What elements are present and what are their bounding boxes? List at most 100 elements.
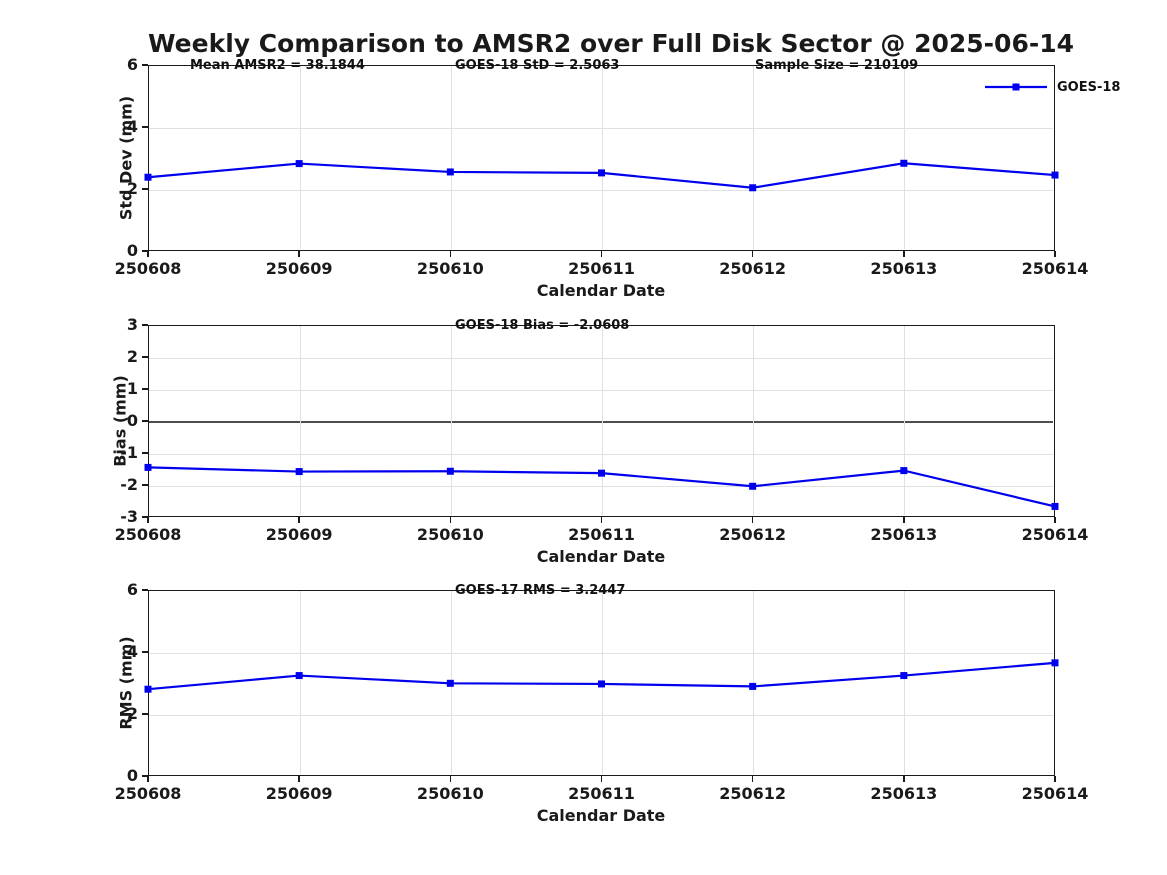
y-tick-mark	[142, 126, 148, 128]
figure-title: Weekly Comparison to AMSR2 over Full Dis…	[148, 29, 1075, 58]
bias-x-axis-label: Calendar Date	[536, 547, 666, 566]
x-tick-label: 250612	[719, 784, 787, 803]
y-tick-label: 2	[126, 179, 138, 198]
annotation-sample-size: Sample Size = 210109	[755, 58, 919, 73]
data-point-marker	[899, 159, 907, 167]
x-tick-mark	[1054, 251, 1056, 257]
zero-line	[149, 421, 1053, 423]
x-tick-mark	[1054, 776, 1056, 782]
x-tick-label: 250610	[416, 784, 484, 803]
data-point-marker	[899, 466, 907, 474]
x-tick-mark	[600, 251, 603, 257]
x-tick-label: 250609	[265, 259, 333, 278]
x-tick-label: 250611	[568, 525, 635, 544]
x-tick-mark	[903, 776, 905, 782]
x-tick-label: 250608	[114, 784, 182, 803]
x-tick-label: 250611	[568, 784, 635, 803]
x-tick-mark	[751, 517, 754, 523]
y-tick-label: 3	[126, 315, 138, 334]
v-gridline	[299, 326, 301, 515]
rms-plot-area	[144, 590, 1058, 776]
y-tick-mark	[142, 356, 148, 358]
v-gridline	[904, 326, 906, 515]
v-gridline	[904, 66, 906, 249]
x-tick-mark	[147, 251, 149, 257]
x-tick-mark	[751, 776, 754, 782]
y-tick-label: 0	[126, 241, 138, 260]
data-point-marker	[748, 682, 756, 690]
y-tick-mark	[142, 775, 148, 777]
x-tick-mark	[147, 517, 149, 523]
annotation-mean-amsr2: Mean AMSR2 = 38.1844	[190, 58, 365, 73]
x-tick-mark	[147, 776, 149, 782]
v-gridline	[299, 591, 301, 774]
x-tick-label: 250613	[870, 784, 938, 803]
stddev-y-axis-label: Std Dev (mm)	[116, 95, 136, 221]
x-tick-label: 250610	[416, 259, 484, 278]
y-tick-label: 2	[126, 347, 138, 366]
y-tick-label: 4	[126, 642, 138, 661]
y-tick-label: 2	[126, 704, 138, 723]
x-tick-mark	[298, 776, 300, 782]
data-point-marker	[748, 482, 756, 490]
legend-line-marker-icon	[985, 83, 1047, 91]
data-point-marker	[144, 685, 151, 693]
data-point-marker	[446, 467, 454, 475]
data-point-marker	[446, 167, 454, 175]
bias-plot-area	[144, 325, 1058, 517]
y-tick-mark	[142, 420, 148, 422]
y-tick-label: 4	[126, 117, 138, 136]
h-gridline	[149, 453, 1053, 455]
x-tick-label: 250610	[416, 525, 484, 544]
x-tick-mark	[449, 251, 452, 257]
x-tick-label: 250614	[1021, 525, 1089, 544]
annotation-goes17-rms: GOES-17 RMS = 3.2447	[455, 583, 626, 598]
data-point-marker	[144, 173, 151, 181]
h-gridline	[149, 389, 1053, 391]
h-gridline	[149, 485, 1053, 487]
y-tick-mark	[142, 188, 148, 190]
x-tick-label: 250611	[568, 259, 635, 278]
x-tick-mark	[903, 251, 905, 257]
x-tick-mark	[600, 776, 603, 782]
y-tick-mark	[142, 250, 148, 252]
data-point-marker	[295, 671, 303, 679]
data-point-marker	[295, 159, 303, 167]
y-tick-label: 1	[126, 379, 138, 398]
data-point-marker	[446, 679, 454, 687]
series-plot-svg	[144, 658, 1058, 693]
data-point-marker	[748, 183, 756, 191]
x-tick-mark	[600, 517, 603, 523]
y-tick-mark	[142, 452, 148, 454]
y-tick-label: 6	[126, 55, 138, 74]
x-tick-label: 250612	[719, 525, 787, 544]
y-tick-mark	[142, 324, 148, 326]
v-gridline	[602, 326, 603, 515]
series-plot-svg	[144, 159, 1058, 191]
y-tick-label: -3	[120, 507, 138, 526]
x-tick-label: 250614	[1021, 784, 1089, 803]
data-point-marker	[597, 168, 605, 176]
annotation-goes18-std: GOES-18 StD = 2.5063	[455, 58, 620, 73]
x-tick-mark	[1054, 517, 1056, 523]
h-gridline	[149, 652, 1053, 654]
stddev-x-axis-label: Calendar Date	[536, 281, 666, 300]
x-tick-label: 250613	[870, 259, 938, 278]
y-tick-mark	[142, 484, 148, 486]
data-point-marker	[597, 469, 605, 477]
data-point-marker	[144, 463, 151, 471]
h-gridline	[149, 357, 1053, 359]
x-tick-mark	[449, 517, 452, 523]
y-tick-mark	[142, 388, 148, 390]
y-tick-label: 0	[126, 766, 138, 785]
data-point-marker	[1051, 658, 1058, 666]
data-point-marker	[899, 671, 907, 679]
v-gridline	[299, 66, 301, 249]
y-tick-mark	[142, 516, 148, 518]
y-tick-mark	[142, 64, 148, 66]
x-tick-mark	[449, 776, 452, 782]
x-tick-mark	[903, 517, 905, 523]
y-tick-label: -1	[120, 443, 138, 462]
y-tick-label: 0	[126, 411, 138, 430]
